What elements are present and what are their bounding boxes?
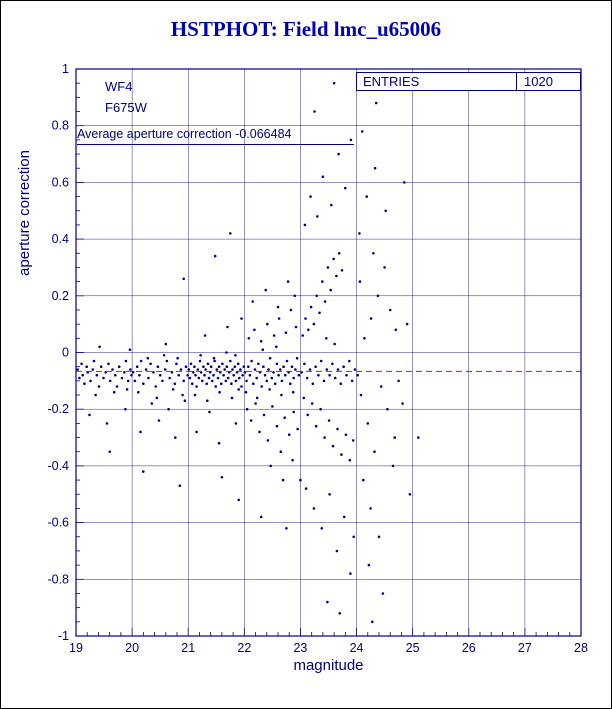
stats-box: ENTRIES 1020 [356,72,581,91]
page-title: HSTPHOT: Field lmc_u65006 [170,17,442,41]
tick-marks [75,68,582,637]
entries-label: ENTRIES [363,74,420,89]
svg-text:24: 24 [350,641,364,655]
svg-text:0.2: 0.2 [52,289,69,303]
x-axis-label: magnitude [293,657,364,674]
svg-text:-0.8: -0.8 [47,572,69,586]
svg-text:28: 28 [574,641,588,655]
svg-text:22: 22 [237,641,251,655]
entries-value: 1020 [524,74,553,89]
svg-text:1: 1 [62,62,69,76]
svg-text:26: 26 [462,641,476,655]
average-correction-annotation: Average aperture correction -0.066484 [77,127,354,145]
svg-text:20: 20 [125,641,139,655]
stats-box-divider [516,73,517,90]
svg-text:-0.6: -0.6 [47,516,69,530]
svg-text:-0.2: -0.2 [47,402,69,416]
svg-text:0.8: 0.8 [52,119,69,133]
data-points [76,81,420,624]
svg-text:25: 25 [406,641,420,655]
svg-text:19: 19 [69,641,83,655]
svg-text:0.4: 0.4 [52,232,69,246]
y-axis-label: aperture correction [16,150,33,276]
y-tick-labels: -1 -0.8 -0.6 -0.4 -0.2 0 0.2 0.4 0.6 0.8 1 [47,62,69,643]
x-tick-labels: 19 20 21 22 23 24 25 26 27 28 [69,641,588,655]
svg-text:-0.4: -0.4 [47,459,69,473]
svg-text:0.6: 0.6 [52,175,69,189]
svg-text:0: 0 [62,346,69,360]
camera-label: WF4 [105,79,133,94]
svg-text:21: 21 [181,641,195,655]
filter-label: F675W [105,100,147,115]
svg-text:-1: -1 [58,629,69,643]
grid-lines [75,68,582,637]
svg-text:23: 23 [293,641,307,655]
svg-text:27: 27 [518,641,532,655]
